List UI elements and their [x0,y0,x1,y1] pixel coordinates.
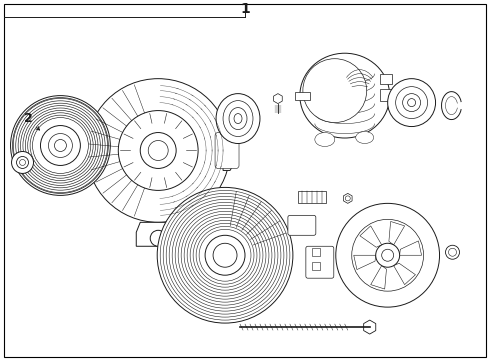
Bar [312,262,320,270]
Circle shape [86,78,230,222]
Circle shape [12,152,33,174]
Circle shape [49,134,73,157]
Polygon shape [273,94,282,104]
Circle shape [20,159,25,166]
Circle shape [445,245,460,259]
Polygon shape [389,221,405,245]
Polygon shape [136,222,180,246]
Circle shape [303,59,367,122]
Circle shape [17,157,28,168]
Circle shape [376,243,400,267]
FancyBboxPatch shape [288,215,316,235]
Circle shape [150,230,166,246]
Circle shape [11,96,110,195]
Ellipse shape [315,132,335,147]
Circle shape [140,132,176,168]
Polygon shape [371,266,387,289]
Bar [295,92,310,100]
Text: 2: 2 [24,112,33,125]
Circle shape [388,78,436,127]
Polygon shape [354,255,376,270]
Circle shape [382,249,393,261]
Circle shape [205,235,245,275]
Ellipse shape [223,100,253,136]
Ellipse shape [234,113,242,123]
Polygon shape [343,193,352,203]
Circle shape [345,196,350,201]
Circle shape [395,87,428,118]
Polygon shape [400,241,421,255]
Ellipse shape [300,53,390,138]
Circle shape [213,243,237,267]
Circle shape [352,219,423,291]
Circle shape [408,99,416,107]
FancyBboxPatch shape [306,246,334,278]
Circle shape [54,140,67,152]
Circle shape [336,203,440,307]
Circle shape [157,188,293,323]
Polygon shape [364,320,376,334]
Text: 1: 1 [240,2,250,16]
Ellipse shape [216,94,260,144]
Ellipse shape [356,131,374,144]
Circle shape [448,248,457,256]
Circle shape [403,94,420,112]
Circle shape [148,140,168,161]
Ellipse shape [229,108,247,130]
FancyBboxPatch shape [215,132,239,168]
Polygon shape [393,263,416,285]
Polygon shape [223,131,236,170]
Circle shape [118,111,198,190]
Bar [380,74,392,84]
Circle shape [41,126,80,166]
Bar [298,192,326,203]
Bar [220,113,234,122]
Polygon shape [360,226,382,247]
Bar [380,89,395,100]
Bar [312,248,320,256]
